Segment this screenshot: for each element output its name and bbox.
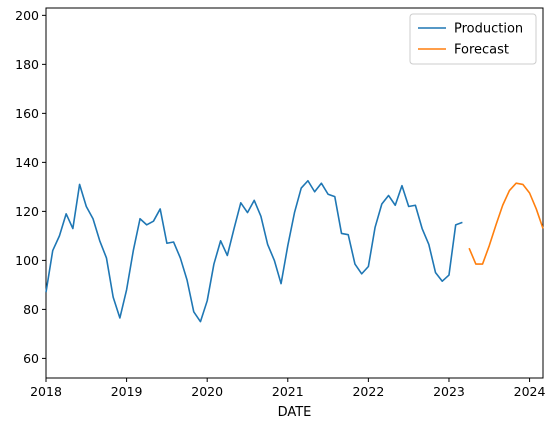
x-axis: 2018 2019 2020 2021 2022 2023 2024 bbox=[30, 378, 546, 399]
legend: Production Forecast bbox=[409, 13, 537, 65]
legend-box bbox=[409, 13, 537, 65]
legend-label-forecast: Forecast bbox=[454, 43, 509, 58]
x-tick-label: 2023 bbox=[433, 384, 465, 399]
series-line-production bbox=[45, 179, 463, 323]
y-tick-label: 180 bbox=[15, 57, 39, 72]
y-tick-label: 160 bbox=[15, 106, 39, 121]
x-tick-label: 2020 bbox=[191, 384, 223, 399]
y-axis: 60 80 100 120 140 160 180 200 bbox=[15, 8, 46, 366]
series-layer bbox=[45, 179, 544, 323]
y-tick-label: 200 bbox=[15, 8, 39, 23]
series-line-forecast bbox=[468, 182, 544, 265]
y-tick-label: 120 bbox=[15, 204, 39, 219]
x-tick-label: 2021 bbox=[272, 384, 304, 399]
y-tick-label: 60 bbox=[23, 351, 39, 366]
plot-area bbox=[45, 7, 544, 379]
y-tick-label: 80 bbox=[23, 302, 39, 317]
plot-frame bbox=[45, 7, 544, 379]
y-tick-label: 140 bbox=[15, 155, 39, 170]
legend-label-production: Production bbox=[454, 22, 523, 37]
x-tick-label: 2019 bbox=[111, 384, 143, 399]
x-axis-title: DATE bbox=[278, 405, 312, 420]
y-tick-label: 100 bbox=[15, 253, 39, 268]
x-tick-label: 2022 bbox=[352, 384, 384, 399]
x-tick-label: 2024 bbox=[514, 384, 546, 399]
x-tick-label: 2018 bbox=[30, 384, 62, 399]
